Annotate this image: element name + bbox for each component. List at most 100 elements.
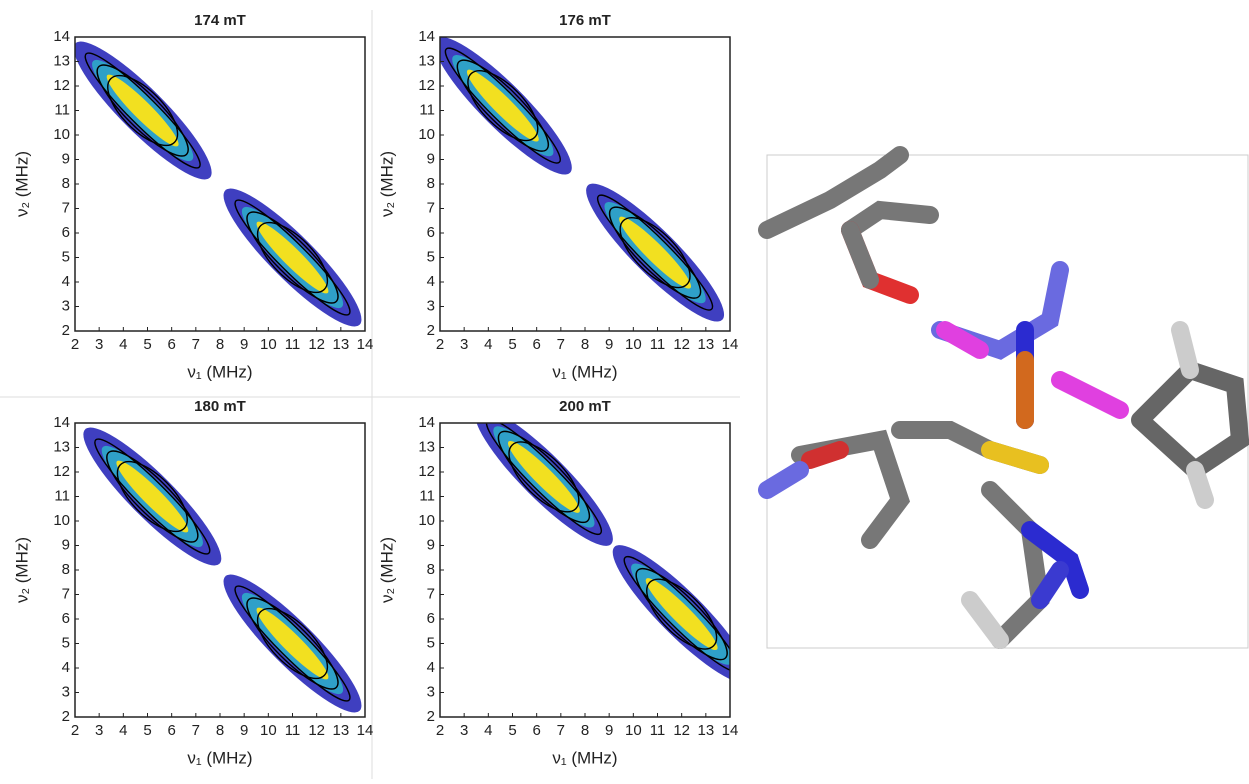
cross-peak [572, 170, 737, 335]
y-tick-label: 11 [54, 487, 70, 504]
axes-frame [440, 423, 730, 717]
x-tick-label: 6 [167, 722, 175, 739]
plot-area [60, 28, 375, 340]
y-tick-label: 7 [427, 199, 435, 216]
x-tick-label: 2 [436, 722, 444, 739]
y-tick-label: 14 [418, 28, 435, 45]
y-tick-label: 4 [62, 659, 70, 676]
x-tick-label: 14 [357, 722, 374, 739]
x-tick-label: 5 [508, 722, 516, 739]
x-tick-label: 6 [532, 722, 540, 739]
y-tick-label: 10 [53, 512, 70, 529]
y-tick-label: 9 [427, 536, 435, 553]
x-tick-label: 14 [357, 336, 374, 353]
x-tick-label: 2 [436, 336, 444, 353]
y-tick-label: 5 [62, 248, 70, 265]
x-tick-label: 11 [650, 722, 666, 739]
x-tick-label: 14 [722, 336, 739, 353]
x-tick-label: 13 [332, 336, 349, 353]
y-tick-label: 6 [62, 224, 70, 241]
y-tick-label: 4 [427, 273, 435, 290]
x-tick-label: 8 [581, 336, 589, 353]
y-tick-label: 5 [427, 634, 435, 651]
y-tick-label: 11 [54, 101, 70, 118]
x-tick-label: 7 [557, 722, 565, 739]
x-tick-label: 11 [285, 722, 301, 739]
y-tick-label: 12 [53, 463, 70, 480]
cross-peak [599, 531, 764, 696]
y-tick-label: 10 [418, 126, 435, 143]
cross-peak [70, 414, 235, 579]
y-tick-label: 10 [53, 126, 70, 143]
y-tick-label: 8 [427, 561, 435, 578]
x-tick-label: 6 [167, 336, 175, 353]
x-tick-label: 5 [508, 336, 516, 353]
y-tick-label: 7 [62, 199, 70, 216]
chart-title: 176 mT [559, 12, 611, 29]
y-tick-label: 8 [427, 175, 435, 192]
cross-peak [420, 23, 585, 188]
x-tick-label: 12 [673, 336, 690, 353]
x-tick-label: 9 [240, 336, 248, 353]
x-tick-label: 5 [143, 336, 151, 353]
cross-peak [461, 394, 626, 559]
y-tick-label: 11 [419, 101, 435, 118]
x-tick-label: 11 [650, 336, 666, 353]
x-tick-label: 12 [308, 336, 325, 353]
x-tick-label: 2 [71, 336, 79, 353]
y-tick-label: 9 [62, 150, 70, 167]
y-tick-label: 3 [62, 683, 70, 700]
x-tick-label: 10 [625, 722, 642, 739]
y-tick-label: 8 [62, 175, 70, 192]
y-tick-label: 12 [418, 463, 435, 480]
x-tick-label: 13 [697, 722, 714, 739]
y-tick-label: 4 [62, 273, 70, 290]
y-tick-label: 13 [418, 438, 435, 455]
x-tick-label: 2 [71, 722, 79, 739]
x-tick-label: 4 [484, 336, 492, 353]
y-tick-label: 6 [62, 610, 70, 627]
y-tick-label: 11 [419, 487, 435, 504]
x-tick-label: 12 [673, 722, 690, 739]
y-tick-label: 10 [418, 512, 435, 529]
figure: 234567891011121314234567891011121314174 … [0, 0, 1249, 779]
x-tick-label: 12 [308, 722, 325, 739]
y-tick-label: 3 [62, 297, 70, 314]
y-tick-label: 9 [427, 150, 435, 167]
y-tick-label: 2 [62, 708, 70, 725]
x-tick-label: 9 [605, 722, 613, 739]
x-tick-label: 10 [260, 722, 277, 739]
y-tick-label: 13 [418, 52, 435, 69]
x-tick-label: 3 [460, 336, 468, 353]
plot-area [461, 394, 764, 697]
y-tick-label: 6 [427, 610, 435, 627]
x-tick-label: 6 [532, 336, 540, 353]
x-tick-label: 9 [605, 336, 613, 353]
y-tick-label: 3 [427, 683, 435, 700]
y-tick-label: 4 [427, 659, 435, 676]
x-tick-label: 14 [722, 722, 739, 739]
y-tick-label: 14 [418, 414, 435, 431]
panel: 234567891011121314234567891011121314176 … [377, 12, 738, 382]
x-tick-label: 10 [260, 336, 277, 353]
y-axis-label: ν₂ (MHz) [12, 151, 31, 217]
chart-title: 174 mT [194, 12, 246, 29]
y-tick-label: 3 [427, 297, 435, 314]
y-axis-label: ν₂ (MHz) [12, 537, 31, 603]
y-tick-label: 12 [53, 77, 70, 94]
cross-peak [60, 28, 225, 193]
plot-area [420, 23, 738, 335]
y-tick-label: 14 [53, 28, 70, 45]
x-tick-label: 7 [192, 336, 200, 353]
molecule-render [767, 155, 1248, 648]
x-axis-label: ν₁ (MHz) [187, 362, 252, 381]
x-axis-label: ν₁ (MHz) [552, 748, 617, 767]
y-tick-label: 7 [62, 585, 70, 602]
y-tick-label: 8 [62, 561, 70, 578]
x-tick-label: 7 [557, 336, 565, 353]
x-tick-label: 13 [697, 336, 714, 353]
x-tick-label: 7 [192, 722, 200, 739]
